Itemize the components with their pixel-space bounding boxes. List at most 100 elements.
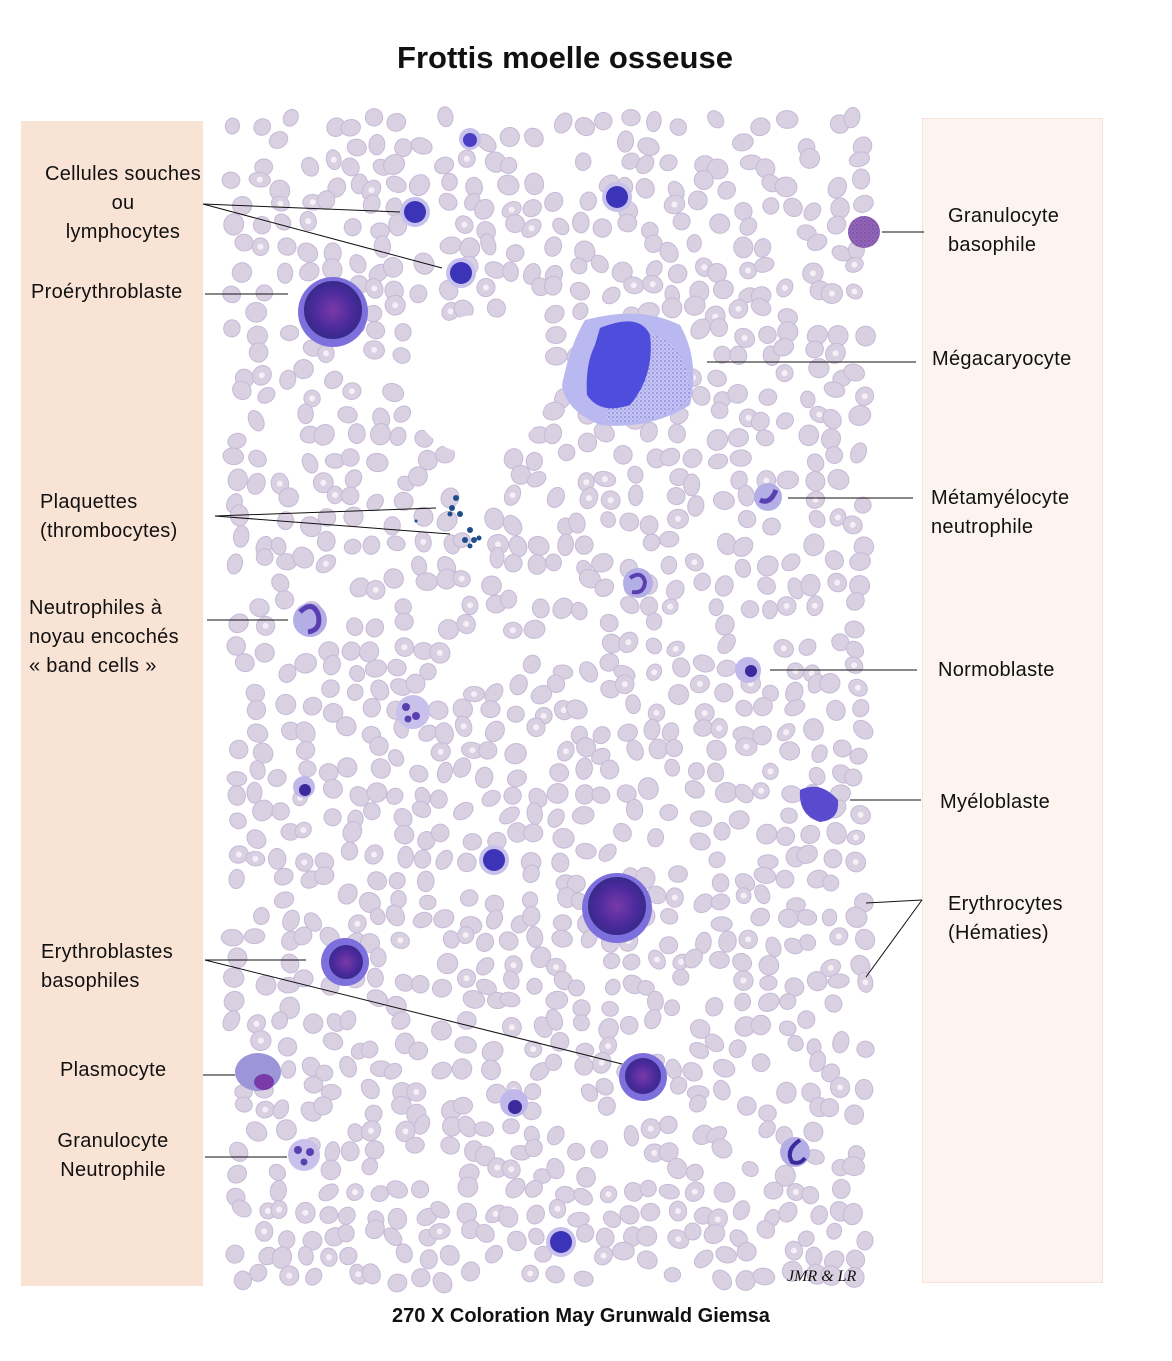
erythrocyte	[626, 739, 644, 761]
erythrocyte	[762, 600, 778, 620]
erythrocyte-pallor	[530, 1046, 537, 1053]
erythrocyte	[271, 802, 290, 821]
erythrocyte	[397, 845, 414, 869]
erythrocyte	[575, 842, 597, 860]
leader-line	[214, 515, 451, 535]
erythrocyte	[387, 658, 407, 677]
erythrocyte	[476, 978, 497, 996]
erythrocyte	[737, 510, 757, 529]
erythrocyte	[552, 217, 570, 236]
erythrocyte	[411, 974, 430, 994]
erythrocyte	[856, 1230, 874, 1251]
erythrocyte	[592, 218, 612, 238]
erythrocyte	[573, 1187, 593, 1206]
label-band-cells: Neutrophiles à noyau encochés « band cel…	[29, 597, 179, 677]
erythrocyte	[343, 218, 362, 237]
erythrocyte-pallor	[560, 707, 567, 714]
erythrocyte	[278, 663, 297, 683]
erythrocyte	[248, 342, 269, 363]
erythrocyte	[394, 138, 413, 158]
erythrocyte-pallor	[458, 575, 465, 582]
erythrocyte-pallor	[447, 308, 454, 315]
erythrocyte	[617, 213, 638, 233]
erythrocyte	[806, 970, 828, 992]
erythrocyte-pallor	[402, 1128, 409, 1135]
erythrocyte-pallor	[332, 491, 339, 498]
label-erythrocytes: Erythrocytes (Hématies)	[948, 893, 1063, 944]
erythrocyte	[271, 1011, 289, 1030]
erythrocyte-pallor	[827, 964, 834, 971]
erythrocyte	[316, 530, 336, 552]
label-basophilic-erythroblasts: Erythroblastes basophiles	[41, 941, 174, 992]
erythrocyte	[846, 1249, 866, 1269]
erythrocyte	[462, 990, 486, 1009]
erythrocyte	[809, 1050, 826, 1073]
erythrocyte	[393, 405, 412, 423]
erythrocyte-pallor	[855, 684, 861, 691]
erythrocyte	[523, 619, 546, 639]
erythrocyte	[570, 601, 588, 621]
band-cell	[623, 568, 653, 598]
erythrocyte	[413, 506, 434, 527]
erythrocyte-pallor	[437, 748, 444, 755]
label-proerythroblast: Proérythroblaste	[31, 281, 183, 303]
erythrocyte-pallor	[667, 603, 674, 610]
erythrocyte	[713, 1181, 736, 1203]
erythrocyte	[431, 978, 453, 998]
erythrocyte	[339, 1010, 357, 1031]
erythrocyte	[576, 1166, 596, 1188]
band-cell	[293, 603, 327, 637]
erythrocyte	[711, 873, 730, 893]
erythrocyte	[602, 952, 621, 970]
erythrocyte	[524, 1179, 543, 1198]
erythrocyte	[672, 657, 691, 678]
erythrocyte-pallor	[510, 962, 517, 969]
erythrocyte	[750, 117, 771, 137]
erythrocyte	[360, 1040, 379, 1059]
erythrocyte-pallor	[790, 1247, 797, 1254]
erythrocyte	[227, 468, 248, 492]
erythrocyte	[387, 1207, 408, 1230]
erythrocyte	[648, 738, 669, 760]
erythrocyte	[706, 739, 727, 761]
erythrocyte	[370, 947, 387, 968]
erythrocyte	[534, 1245, 552, 1263]
erythrocyte	[637, 980, 655, 996]
erythrocyte	[419, 1249, 438, 1270]
erythrocyte	[590, 1140, 609, 1159]
erythrocyte-pallor	[851, 662, 858, 669]
erythrocyte	[337, 757, 358, 778]
erythrocyte-pallor	[276, 1206, 283, 1213]
erythrocyte	[480, 700, 501, 719]
erythrocyte	[319, 1206, 339, 1224]
erythrocyte	[774, 176, 798, 198]
erythrocyte	[801, 1185, 820, 1205]
erythrocyte-pallor	[607, 497, 614, 504]
erythrocyte	[408, 174, 431, 197]
erythrocyte-pallor	[745, 267, 752, 274]
erythrocyte	[246, 699, 267, 721]
erythrocyte	[302, 696, 323, 716]
erythrocyte	[359, 641, 380, 663]
plasmocyte	[235, 1053, 281, 1091]
erythrocyte	[824, 550, 844, 571]
erythrocyte	[323, 808, 342, 827]
erythrocyte	[707, 110, 725, 129]
erythrocyte	[382, 256, 404, 278]
erythrocyte	[545, 990, 569, 1010]
erythrocyte	[524, 127, 544, 148]
erythrocyte	[621, 152, 640, 170]
erythrocyte	[337, 1206, 356, 1225]
erythrocyte	[739, 217, 758, 236]
erythrocyte	[576, 1223, 595, 1243]
erythrocyte	[481, 1059, 501, 1081]
erythrocyte	[774, 1164, 796, 1187]
erythrocyte	[346, 138, 367, 157]
erythrocyte	[369, 736, 389, 756]
erythrocyte	[758, 954, 780, 976]
erythrocyte	[419, 663, 437, 681]
erythrocyte	[278, 487, 299, 508]
erythrocyte	[779, 993, 797, 1010]
erythrocyte	[639, 1179, 657, 1198]
